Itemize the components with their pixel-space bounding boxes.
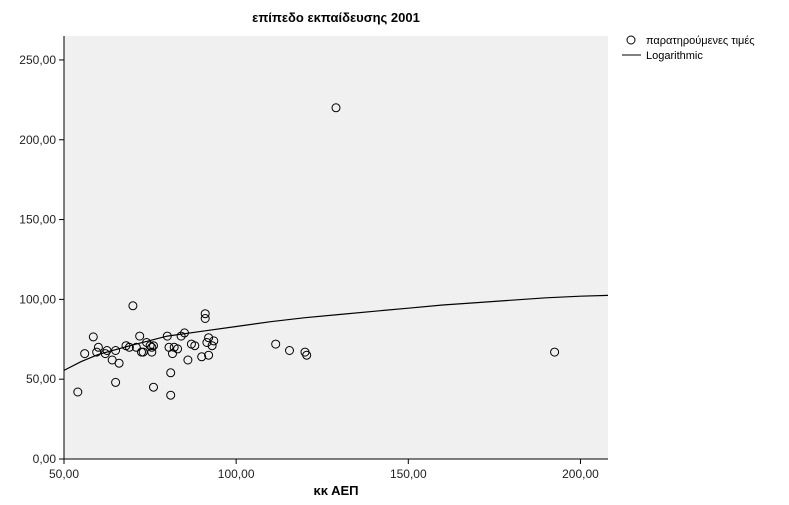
data-point	[190, 341, 200, 351]
y-tick-label: 0,00	[33, 452, 57, 466]
data-point	[149, 341, 158, 351]
data-point	[271, 339, 281, 349]
data-point	[168, 349, 177, 359]
data-point	[124, 342, 134, 352]
data-point	[149, 382, 158, 392]
legend-label-curve: Logarithmic	[646, 50, 703, 62]
data-point	[209, 336, 219, 346]
legend-label-points: παρατηρούμενες τιμές	[646, 35, 755, 47]
data-point	[166, 390, 176, 400]
x-tick-label: 200,00	[562, 467, 599, 481]
data-point	[135, 331, 145, 341]
data-point	[111, 377, 121, 387]
x-axis-ticks: 50,00 100,00 150,00 200,00	[49, 459, 599, 481]
data-point	[207, 341, 217, 351]
data-point	[162, 331, 172, 341]
y-tick-label: 100,00	[19, 292, 56, 306]
logarithmic-fit-line	[63, 294, 609, 371]
data-point	[202, 338, 212, 347]
x-axis-label: κκ ΑΕΠ	[313, 483, 358, 498]
data-point	[204, 333, 214, 343]
data-point	[111, 346, 121, 355]
data-point	[131, 342, 141, 352]
data-point	[176, 331, 186, 341]
fit-curve-layer	[63, 294, 609, 371]
legend: παρατηρούμενες τιμές Logarithmic	[622, 35, 755, 62]
data-point	[147, 342, 157, 352]
data-point	[114, 358, 124, 368]
data-point	[147, 347, 157, 357]
x-tick-label: 150,00	[390, 467, 427, 481]
legend-marker-points	[626, 35, 636, 45]
data-point	[302, 350, 312, 360]
plot-area	[64, 36, 608, 459]
data-point	[128, 301, 138, 311]
data-point	[204, 350, 214, 360]
data-point	[166, 368, 176, 378]
data-point	[197, 352, 207, 362]
data-point	[550, 347, 560, 357]
data-point	[285, 346, 294, 355]
y-tick-label: 50,00	[26, 372, 56, 386]
data-point	[183, 355, 193, 365]
y-tick-label: 250,00	[19, 53, 56, 67]
data-points-layer	[73, 103, 560, 400]
x-tick-label: 50,00	[49, 467, 79, 481]
data-point	[145, 341, 155, 351]
data-point	[92, 347, 102, 357]
chart-title: επίπεδο εκπαίδευσης 2001	[252, 10, 420, 25]
data-point	[80, 349, 90, 359]
y-tick-label: 200,00	[19, 133, 56, 147]
data-point	[138, 347, 148, 357]
y-tick-label: 150,00	[19, 213, 56, 227]
data-point	[173, 344, 183, 354]
data-point	[88, 332, 98, 342]
data-point	[200, 314, 210, 323]
data-point	[102, 346, 112, 355]
data-point	[73, 387, 83, 397]
x-tick-label: 100,00	[218, 467, 255, 481]
y-axis-ticks: 0,00 50,00 100,00 150,00 200,00 250,00	[19, 53, 64, 466]
data-point	[93, 342, 103, 352]
data-point	[200, 309, 210, 319]
data-point	[331, 103, 341, 113]
data-point	[180, 328, 189, 338]
